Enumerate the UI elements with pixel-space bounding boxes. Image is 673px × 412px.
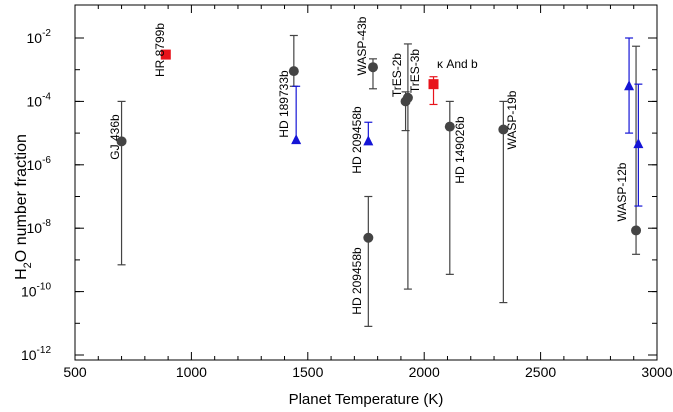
data-point-circle: [631, 225, 642, 236]
x-tick-label: 2000: [409, 364, 440, 380]
data-point-square: [160, 49, 171, 60]
point-label: HD 189733b: [277, 70, 291, 138]
x-tick-label: 1000: [176, 364, 207, 380]
point-label: HR 8799b: [153, 23, 167, 77]
point-label: κ And b: [437, 57, 478, 71]
axis-ticks: 500 1000 1500 2000 2500 3000 10-2 10-4 10-6 10-8 1…: [21, 5, 673, 380]
y-tick-label: 10-2: [27, 28, 52, 46]
point-label: HD 149026b: [453, 116, 467, 184]
y-tick-label: 10-10: [21, 282, 51, 300]
data-point-triangle: [291, 134, 302, 145]
y-tick-label: 10-12: [21, 345, 51, 363]
y-axis-label-sub: 2: [22, 262, 34, 268]
point-label: HD 209458b: [350, 106, 364, 174]
data-point-circle: [444, 121, 455, 132]
y-axis-label-main: H: [13, 268, 30, 280]
point-labels: GJ 436b HR 8799b HD 189733b WASP-43b HD 2094…: [108, 16, 629, 314]
y-axis-label-rest: O number fraction: [13, 134, 30, 262]
point-label: HD 209458b: [350, 247, 364, 315]
data-point-circle: [498, 124, 509, 135]
point-label: WASP-12b: [615, 162, 629, 221]
data-point-circle: [363, 232, 374, 243]
x-tick-label: 500: [63, 364, 87, 380]
point-label: WASP-19b: [505, 90, 519, 149]
y-tick-label: 10-8: [27, 218, 52, 236]
data-point-circle: [367, 62, 378, 73]
data-point-square: [428, 79, 439, 90]
data-point-circle: [402, 92, 413, 103]
data-point-circle: [116, 136, 127, 147]
data-point-triangle: [363, 135, 374, 146]
data-point-circle: [288, 66, 299, 77]
data-point-triangle: [624, 80, 635, 91]
x-tick-label: 1500: [292, 364, 323, 380]
y-tick-label: 10-6: [27, 155, 52, 173]
x-tick-label: 3000: [641, 364, 672, 380]
x-tick-label: 2500: [525, 364, 556, 380]
data-markers: [116, 34, 644, 327]
y-axis-label: H2O number fraction: [13, 134, 34, 280]
plot-frame: [74, 4, 658, 361]
point-label: TrES-3b: [408, 49, 422, 94]
data-point-triangle: [633, 138, 644, 149]
x-axis-label: Planet Temperature (K): [289, 391, 444, 408]
point-label: TrES-2b: [390, 53, 404, 98]
point-label: GJ 436b: [108, 114, 122, 160]
axes-frame: [74, 4, 658, 361]
y-tick-label: 10-4: [27, 91, 52, 109]
point-label: WASP-43b: [355, 16, 369, 75]
